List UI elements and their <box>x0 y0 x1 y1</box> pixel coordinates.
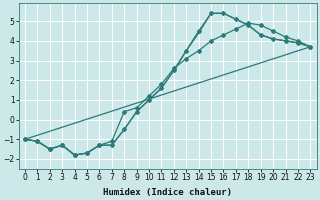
X-axis label: Humidex (Indice chaleur): Humidex (Indice chaleur) <box>103 188 232 197</box>
